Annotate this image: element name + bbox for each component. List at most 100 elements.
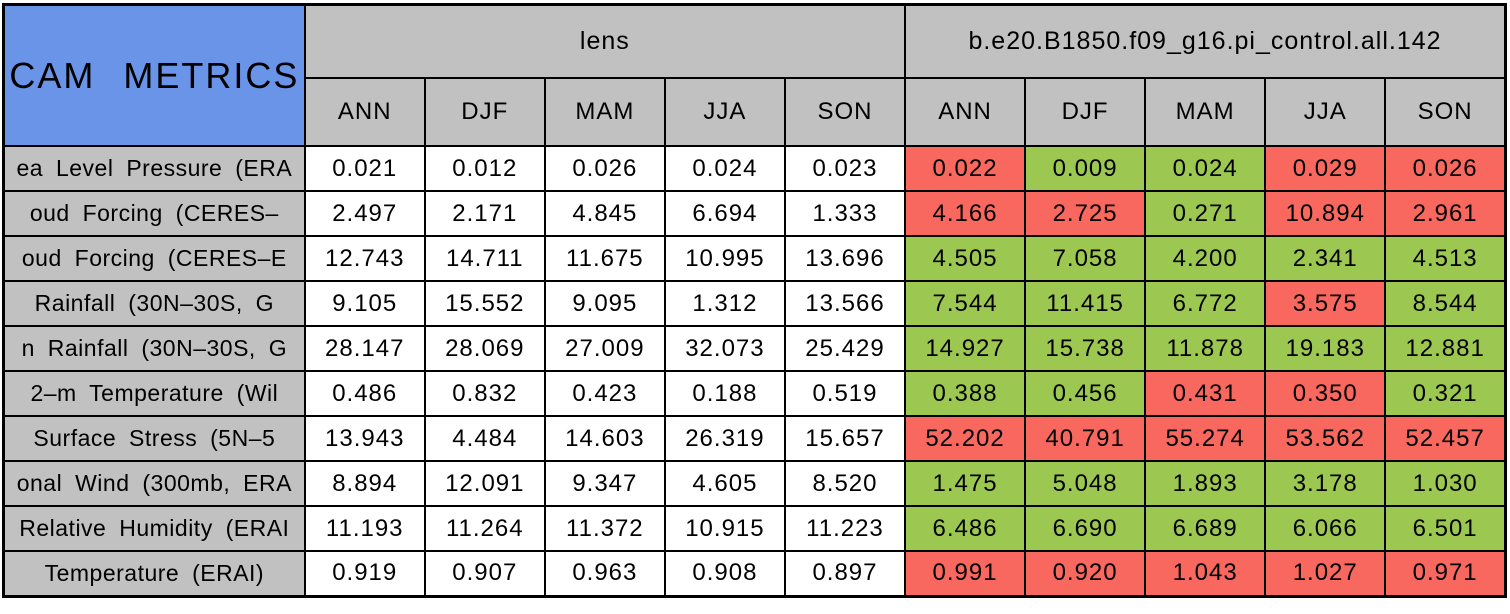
lens-value-cell: 12.743 [303,235,426,282]
table-row: Relative Humidity (ERAI 11.193 11.264 11.37… [2,505,1507,552]
metrics-rows: ea Level Pressure (ERA 0.021 0.012 0.026 0.0… [2,145,1507,597]
lens-value-cell: 8.894 [303,460,426,507]
season-header-case-djf: DJF [1024,77,1147,147]
lens-value-cell: 0.897 [783,550,907,597]
case-value-cell: 6.689 [1144,505,1267,552]
lens-value-cell: 27.009 [543,325,666,372]
season-header-lens-son: SON [783,77,907,147]
lens-value-cell: 13.696 [783,235,907,282]
lens-value-cell: 15.552 [423,280,546,327]
season-header-case-ann: ANN [903,77,1027,147]
table-row: Temperature (ERAI) 0.919 0.907 0.963 0.908 0.… [2,550,1507,597]
case-value-cell: 2.725 [1024,190,1147,237]
case-value-cell: 11.415 [1024,280,1147,327]
cam-metrics-table: CAM METRICS lens b.e20.B1850.f09_g16.pi_… [2,3,1507,598]
case-value-cell: 0.431 [1144,370,1267,417]
case-value-cell: 3.178 [1264,460,1387,507]
metric-row-label: Relative Humidity (ERAI [2,505,306,552]
lens-value-cell: 8.520 [783,460,907,507]
metric-row-label: Temperature (ERAI) [2,550,306,597]
lens-value-cell: 0.188 [663,370,786,417]
case-value-cell: 0.350 [1264,370,1387,417]
case-value-cell: 0.009 [1024,145,1147,192]
lens-value-cell: 0.023 [783,145,907,192]
case-value-cell: 2.961 [1384,190,1507,237]
case-value-cell: 14.927 [903,325,1027,372]
lens-value-cell: 11.264 [423,505,546,552]
table-row: ea Level Pressure (ERA 0.021 0.012 0.026 0.0… [2,145,1507,192]
table-row: onal Wind (300mb, ERA 8.894 12.091 9.347 4.6… [2,460,1507,507]
metric-row-label: ea Level Pressure (ERA [2,145,306,192]
case-value-cell: 7.544 [903,280,1027,327]
lens-value-cell: 4.484 [423,415,546,462]
metric-row-label: 2–m Temperature (Wil [2,370,306,417]
case-value-cell: 0.388 [903,370,1027,417]
column-group-lens: lens [303,3,907,79]
season-header-case-mam: MAM [1144,77,1267,147]
case-value-cell: 6.690 [1024,505,1147,552]
lens-value-cell: 11.675 [543,235,666,282]
season-header-lens-djf: DJF [423,77,546,147]
lens-value-cell: 15.657 [783,415,907,462]
case-value-cell: 0.029 [1264,145,1387,192]
lens-value-cell: 1.312 [663,280,786,327]
case-value-cell: 10.894 [1264,190,1387,237]
case-value-cell: 0.321 [1384,370,1507,417]
lens-value-cell: 11.193 [303,505,426,552]
case-value-cell: 1.893 [1144,460,1267,507]
lens-value-cell: 0.024 [663,145,786,192]
case-value-cell: 0.271 [1144,190,1267,237]
lens-value-cell: 11.372 [543,505,666,552]
lens-value-cell: 0.026 [543,145,666,192]
lens-value-cell: 12.091 [423,460,546,507]
lens-value-cell: 0.832 [423,370,546,417]
lens-value-cell: 14.711 [423,235,546,282]
season-header-lens-ann: ANN [303,77,426,147]
case-value-cell: 8.544 [1384,280,1507,327]
lens-value-cell: 9.347 [543,460,666,507]
lens-value-cell: 0.423 [543,370,666,417]
metric-row-label: oud Forcing (CERES– [2,190,306,237]
lens-value-cell: 2.171 [423,190,546,237]
metric-row-label: n Rainfall (30N–30S, G [2,325,306,372]
case-value-cell: 0.022 [903,145,1027,192]
metric-row-label: Rainfall (30N–30S, G [2,280,306,327]
case-value-cell: 15.738 [1024,325,1147,372]
case-value-cell: 6.066 [1264,505,1387,552]
table-row: Rainfall (30N–30S, G 9.105 15.552 9.095 1.31… [2,280,1507,327]
lens-value-cell: 28.147 [303,325,426,372]
lens-value-cell: 0.519 [783,370,907,417]
table-row: 2–m Temperature (Wil 0.486 0.832 0.423 0.188… [2,370,1507,417]
lens-value-cell: 0.963 [543,550,666,597]
metric-row-label: oud Forcing (CERES–E [2,235,306,282]
lens-value-cell: 4.845 [543,190,666,237]
lens-value-cell: 32.073 [663,325,786,372]
case-value-cell: 1.475 [903,460,1027,507]
lens-value-cell: 4.605 [663,460,786,507]
season-header-case-son: SON [1384,77,1507,147]
lens-value-cell: 26.319 [663,415,786,462]
metric-row-label: onal Wind (300mb, ERA [2,460,306,507]
metric-row-label: Surface Stress (5N–5 [2,415,306,462]
lens-value-cell: 25.429 [783,325,907,372]
case-value-cell: 0.024 [1144,145,1267,192]
case-value-cell: 55.274 [1144,415,1267,462]
lens-value-cell: 0.908 [663,550,786,597]
case-value-cell: 4.505 [903,235,1027,282]
case-value-cell: 0.026 [1384,145,1507,192]
lens-value-cell: 2.497 [303,190,426,237]
season-header-row: ANN DJF MAM JJA SON ANN DJF MAM JJA SON [4,77,1507,147]
case-value-cell: 52.457 [1384,415,1507,462]
case-value-cell: 1.043 [1144,550,1267,597]
case-value-cell: 6.501 [1384,505,1507,552]
lens-value-cell: 1.333 [783,190,907,237]
lens-value-cell: 11.223 [783,505,907,552]
group-header-row: CAM METRICS lens b.e20.B1850.f09_g16.pi_… [2,3,1507,147]
lens-value-cell: 13.943 [303,415,426,462]
lens-value-cell: 28.069 [423,325,546,372]
case-value-cell: 6.772 [1144,280,1267,327]
table-title: CAM METRICS [2,3,306,147]
lens-value-cell: 10.995 [663,235,786,282]
case-value-cell: 53.562 [1264,415,1387,462]
season-header-lens-mam: MAM [543,77,666,147]
